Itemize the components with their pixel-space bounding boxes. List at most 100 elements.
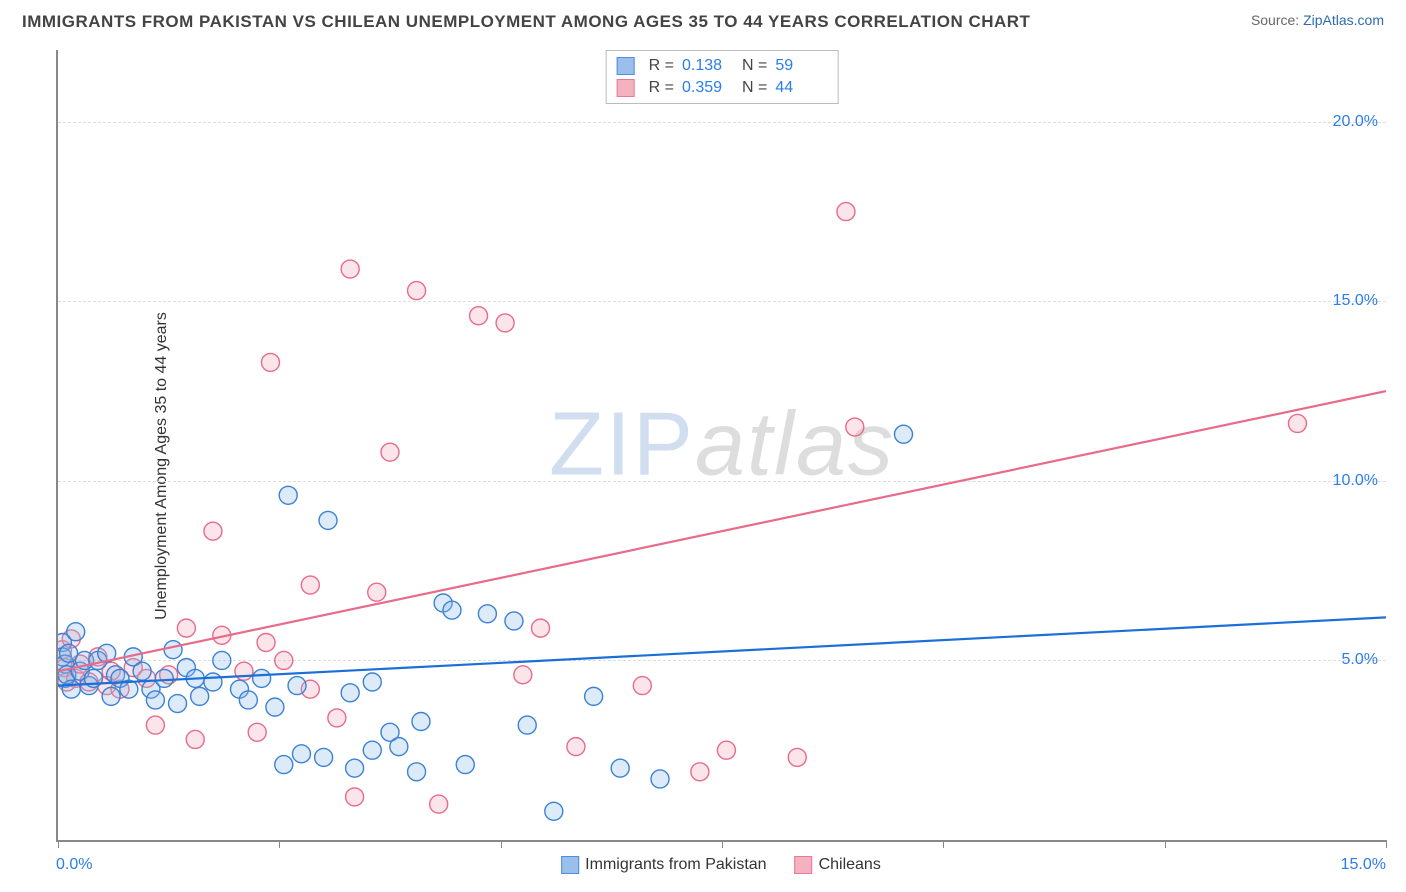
x-tick	[722, 840, 723, 848]
x-tick	[58, 840, 59, 848]
data-point	[279, 486, 297, 504]
stat-r-value-a: 0.138	[682, 57, 734, 75]
data-point	[292, 745, 310, 763]
data-point	[567, 738, 585, 756]
data-point	[443, 601, 461, 619]
data-point	[146, 716, 164, 734]
data-point	[846, 418, 864, 436]
data-point	[412, 713, 430, 731]
data-point	[67, 623, 85, 641]
source-link[interactable]: ZipAtlas.com	[1303, 12, 1384, 28]
legend-label-a: Immigrants from Pakistan	[585, 856, 766, 873]
plot-area: R = 0.138 N = 59 R = 0.359 N = 44 ZIPatl…	[56, 50, 1386, 842]
data-point	[346, 759, 364, 777]
x-tick	[501, 840, 502, 848]
data-point	[368, 583, 386, 601]
data-point	[363, 673, 381, 691]
data-point	[62, 680, 80, 698]
data-point	[611, 759, 629, 777]
trend-line	[58, 391, 1386, 671]
stat-r-value-b: 0.359	[682, 79, 734, 97]
data-point	[164, 641, 182, 659]
source-attribution: Source: ZipAtlas.com	[1251, 12, 1384, 28]
data-point	[470, 307, 488, 325]
data-point	[651, 770, 669, 788]
x-tick	[279, 840, 280, 848]
x-tick	[943, 840, 944, 848]
data-point	[248, 723, 266, 741]
data-point	[275, 756, 293, 774]
data-point	[257, 634, 275, 652]
data-point	[837, 203, 855, 221]
data-point	[319, 511, 337, 529]
data-point	[717, 741, 735, 759]
swatch-series-b	[795, 856, 813, 874]
page-title: IMMIGRANTS FROM PAKISTAN VS CHILEAN UNEM…	[22, 12, 1030, 32]
data-point	[456, 756, 474, 774]
legend-label-b: Chileans	[819, 856, 881, 873]
data-point	[341, 684, 359, 702]
data-point	[478, 605, 496, 623]
swatch-series-a	[617, 57, 635, 75]
stat-n-value-b: 44	[775, 79, 827, 97]
x-axis-legend: Immigrants from Pakistan Chileans	[561, 856, 881, 874]
data-point	[390, 738, 408, 756]
data-point	[204, 522, 222, 540]
data-point	[518, 716, 536, 734]
data-point	[545, 802, 563, 820]
data-point	[191, 687, 209, 705]
data-point	[177, 619, 195, 637]
stat-n-value-a: 59	[775, 57, 827, 75]
x-axis-max-label: 15.0%	[1341, 856, 1386, 874]
stat-n-label: N =	[742, 79, 767, 97]
x-tick	[1165, 840, 1166, 848]
stats-row-series-b: R = 0.359 N = 44	[617, 77, 828, 99]
data-point	[186, 730, 204, 748]
stat-r-label: R =	[649, 57, 674, 75]
data-point	[408, 282, 426, 300]
swatch-series-b	[617, 79, 635, 97]
data-point	[430, 795, 448, 813]
x-axis-footer: 0.0% Immigrants from Pakistan Chileans 1…	[56, 856, 1386, 880]
stats-legend-box: R = 0.138 N = 59 R = 0.359 N = 44	[606, 50, 839, 104]
data-point	[155, 669, 173, 687]
data-point	[146, 691, 164, 709]
data-point	[266, 698, 284, 716]
chart-container: Unemployment Among Ages 35 to 44 years R…	[0, 40, 1406, 892]
swatch-series-a	[561, 856, 579, 874]
x-axis-min-label: 0.0%	[56, 856, 92, 874]
data-point	[213, 651, 231, 669]
data-point	[894, 425, 912, 443]
data-point	[1288, 414, 1306, 432]
data-point	[315, 748, 333, 766]
stat-r-label: R =	[649, 79, 674, 97]
data-point	[363, 741, 381, 759]
data-point	[514, 666, 532, 684]
data-point	[133, 662, 151, 680]
data-point	[408, 763, 426, 781]
data-point	[585, 687, 603, 705]
data-point	[346, 788, 364, 806]
data-point	[691, 763, 709, 781]
data-point	[301, 576, 319, 594]
data-point	[169, 695, 187, 713]
data-point	[328, 709, 346, 727]
data-point	[532, 619, 550, 637]
data-point	[204, 673, 222, 691]
stat-n-label: N =	[742, 57, 767, 75]
legend-item-b: Chileans	[795, 856, 881, 874]
data-point	[288, 677, 306, 695]
data-point	[261, 353, 279, 371]
header: IMMIGRANTS FROM PAKISTAN VS CHILEAN UNEM…	[0, 0, 1406, 40]
data-point	[381, 443, 399, 461]
stats-row-series-a: R = 0.138 N = 59	[617, 55, 828, 77]
data-point	[505, 612, 523, 630]
trend-line	[58, 617, 1386, 685]
data-point	[341, 260, 359, 278]
data-point	[235, 662, 253, 680]
data-point	[253, 669, 271, 687]
data-point	[633, 677, 651, 695]
source-prefix: Source:	[1251, 12, 1303, 28]
data-point	[275, 651, 293, 669]
data-point	[239, 691, 257, 709]
